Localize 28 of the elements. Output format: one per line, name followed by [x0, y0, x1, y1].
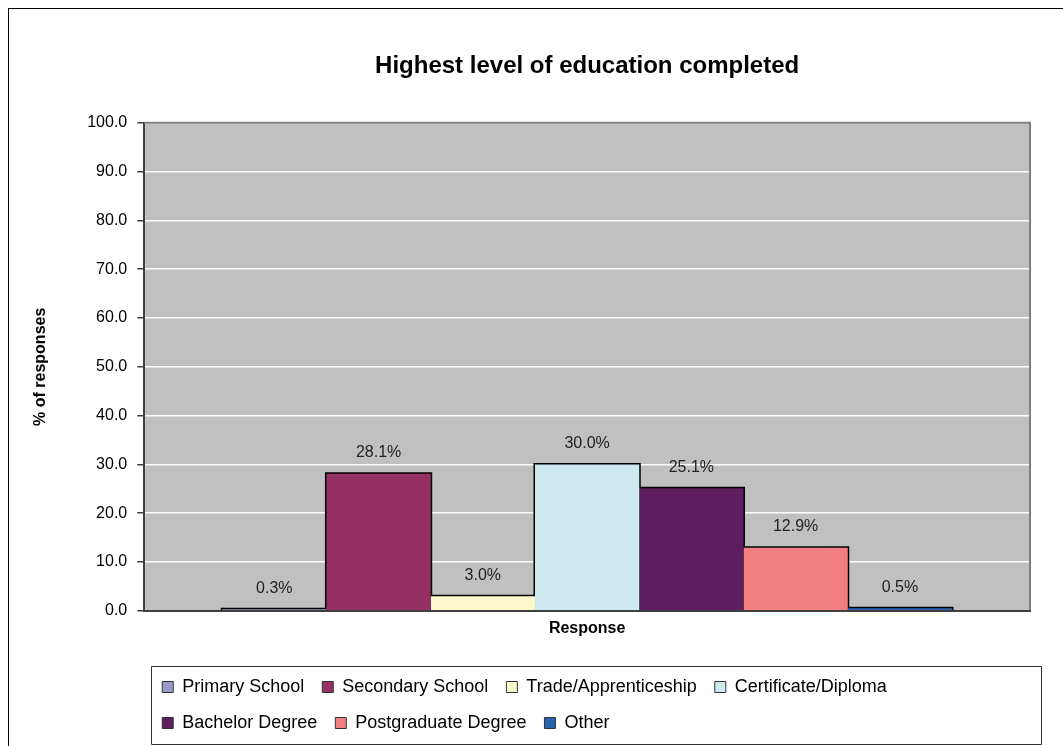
legend-label: Primary School: [182, 675, 305, 696]
y-tick-label: 70.0: [96, 259, 128, 277]
data-label: 3.0%: [464, 565, 502, 583]
y-tick-label: 60.0: [96, 308, 128, 326]
x-axis-title: Response: [548, 618, 626, 636]
y-tick-label: 100.0: [87, 113, 128, 131]
y-tick-label: 0.0: [104, 601, 128, 619]
y-tick-label: 50.0: [96, 357, 128, 375]
data-label: 0.5%: [881, 577, 919, 595]
legend-label: Trade/Apprenticeship: [526, 675, 697, 696]
data-label: 12.9%: [772, 517, 819, 535]
y-tick-label: 80.0: [96, 210, 128, 228]
y-axis-title: % of responses: [31, 307, 49, 426]
y-tick-label: 10.0: [96, 552, 128, 570]
y-tick-label: 40.0: [96, 406, 128, 424]
y-tick-label: 20.0: [96, 503, 128, 521]
legend-label: Secondary School: [342, 675, 489, 696]
data-label: 28.1%: [355, 443, 402, 461]
legend-label: Other: [564, 711, 610, 732]
y-tick-label: 30.0: [96, 454, 128, 472]
legend-label: Postgraduate Degree: [355, 711, 527, 732]
chart-title: Highest level of education completed: [375, 51, 800, 79]
legend-label: Bachelor Degree: [182, 711, 318, 732]
data-label: 25.1%: [668, 457, 715, 475]
data-label: 0.3%: [256, 578, 293, 596]
y-tick-label: 90.0: [96, 162, 128, 180]
data-label: 30.0%: [564, 433, 610, 451]
legend-label: Certificate/Diploma: [734, 675, 888, 696]
